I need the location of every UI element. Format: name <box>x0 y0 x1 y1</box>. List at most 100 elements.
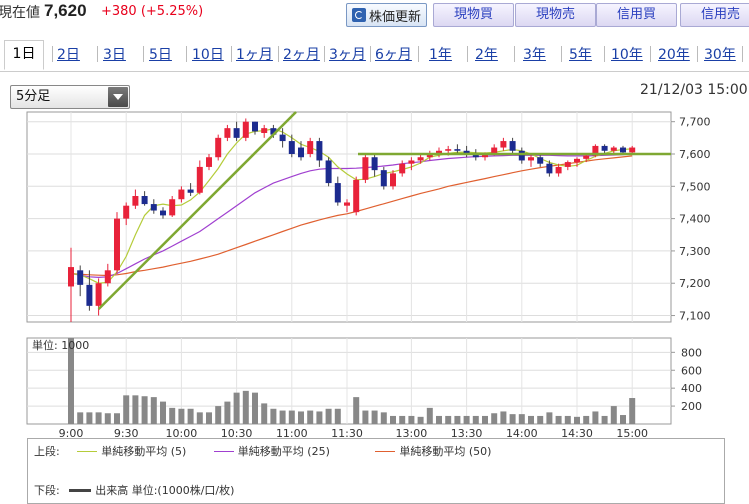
volume-bar <box>141 396 148 424</box>
cash-sell-button[interactable]: 現物売 <box>515 3 596 27</box>
candle-body <box>546 163 553 174</box>
candle-body <box>270 128 277 135</box>
candle-body <box>426 154 433 158</box>
tab-1y[interactable]: 1年 <box>429 47 452 63</box>
chevron-down-icon[interactable] <box>108 87 128 107</box>
tab-10d[interactable]: 10日 <box>192 47 224 63</box>
volume-bar <box>509 414 516 424</box>
time-tick-label: 13:30 <box>451 427 483 440</box>
candle-body <box>417 157 424 161</box>
current-price-label: 現在値 <box>0 5 40 21</box>
volume-bar <box>160 401 166 424</box>
candle-body <box>601 145 608 151</box>
volume-bar <box>252 392 258 424</box>
volume-bar <box>178 408 185 424</box>
margin-buy-button[interactable]: 信用買 <box>596 3 677 27</box>
volume-bar <box>279 410 286 424</box>
candle <box>132 189 139 209</box>
tab-3y[interactable]: 3年 <box>523 47 546 63</box>
candle-body <box>252 121 258 132</box>
candle-body <box>408 160 415 164</box>
volume-bar <box>187 408 194 424</box>
tab-20y[interactable]: 20年 <box>658 47 690 63</box>
candle-body <box>564 162 571 167</box>
candle <box>454 144 461 154</box>
volume-tick-label: 800 <box>681 346 702 359</box>
volume-bar <box>307 410 314 424</box>
support-trendline <box>97 111 297 310</box>
candle-body <box>500 141 507 148</box>
volume-bar <box>206 412 212 424</box>
candle <box>417 154 424 164</box>
candle <box>537 154 544 167</box>
legend-volume: 出来高 単位:(1000株/口/枚) <box>95 484 235 497</box>
candle <box>564 160 571 171</box>
tab-10y[interactable]: 10年 <box>611 47 643 63</box>
candle <box>344 199 350 213</box>
tab-30y[interactable]: 30年 <box>704 47 736 63</box>
candle <box>316 137 323 167</box>
price-tick-label: 7,400 <box>679 213 711 226</box>
candle-body <box>362 157 369 180</box>
candle-body <box>178 189 185 200</box>
margin-sell-button[interactable]: 信用売 <box>680 3 749 27</box>
tab-5y[interactable]: 5年 <box>569 47 592 63</box>
volume-bar <box>114 413 120 424</box>
volume-bar <box>426 407 433 424</box>
candle-body <box>574 158 580 163</box>
time-tick-label: 10:00 <box>166 427 198 440</box>
time-tick-label: 13:00 <box>396 427 428 440</box>
candle-body <box>482 154 488 158</box>
time-tick-label: 14:00 <box>506 427 538 440</box>
tab-2y[interactable]: 2年 <box>475 47 498 63</box>
legend-ma5-swatch <box>77 450 98 452</box>
tab-3m[interactable]: 3ヶ月 <box>329 47 366 63</box>
candle <box>86 270 93 311</box>
candle <box>150 199 157 214</box>
interval-select[interactable]: 5分足 <box>10 85 130 109</box>
candle-body <box>206 157 212 167</box>
price-tick-label: 7,300 <box>679 245 711 258</box>
candle-body <box>472 154 479 158</box>
candle-body <box>399 163 406 174</box>
volume-tick-label: 200 <box>681 400 702 413</box>
tab-1m[interactable]: 1ヶ月 <box>236 47 273 63</box>
tab-5d[interactable]: 5日 <box>149 47 172 63</box>
candle-body <box>555 166 562 174</box>
candle-body <box>261 128 268 133</box>
tab-2d[interactable]: 2日 <box>57 47 80 63</box>
candle-body <box>288 141 295 154</box>
candle-body <box>233 128 240 138</box>
candle-body <box>371 157 378 171</box>
candle <box>160 207 166 219</box>
volume-bar <box>233 392 240 424</box>
volume-bar <box>592 411 599 424</box>
tab-6m[interactable]: 6ヶ月 <box>375 47 412 63</box>
volume-bar <box>224 401 231 424</box>
candle-body <box>445 149 452 151</box>
cash-buy-button[interactable]: 現物買 <box>433 3 514 27</box>
tab-1d[interactable]: 1日 <box>4 40 44 70</box>
tab-2m[interactable]: 2ヶ月 <box>283 47 320 63</box>
candle-body <box>620 147 626 153</box>
legend-volume-swatch <box>69 488 92 492</box>
volume-bar <box>518 414 525 424</box>
candle-body <box>242 121 249 138</box>
candle <box>583 154 590 163</box>
volume-bar <box>132 395 139 424</box>
candle <box>528 154 534 167</box>
candle <box>252 121 258 135</box>
candle <box>555 163 562 177</box>
volume-bar <box>445 415 452 424</box>
volume-bar <box>334 408 341 424</box>
volume-bar <box>362 410 369 424</box>
candle <box>601 144 608 154</box>
candle-body <box>583 155 590 159</box>
candle-body <box>307 141 314 154</box>
tab-3d[interactable]: 3日 <box>103 47 126 63</box>
candle-body <box>390 173 396 187</box>
update-price-button[interactable]: 株価更新 <box>346 3 427 27</box>
candle-body <box>123 205 130 219</box>
volume-bar <box>482 415 488 424</box>
price-plot-frame <box>26 111 672 323</box>
